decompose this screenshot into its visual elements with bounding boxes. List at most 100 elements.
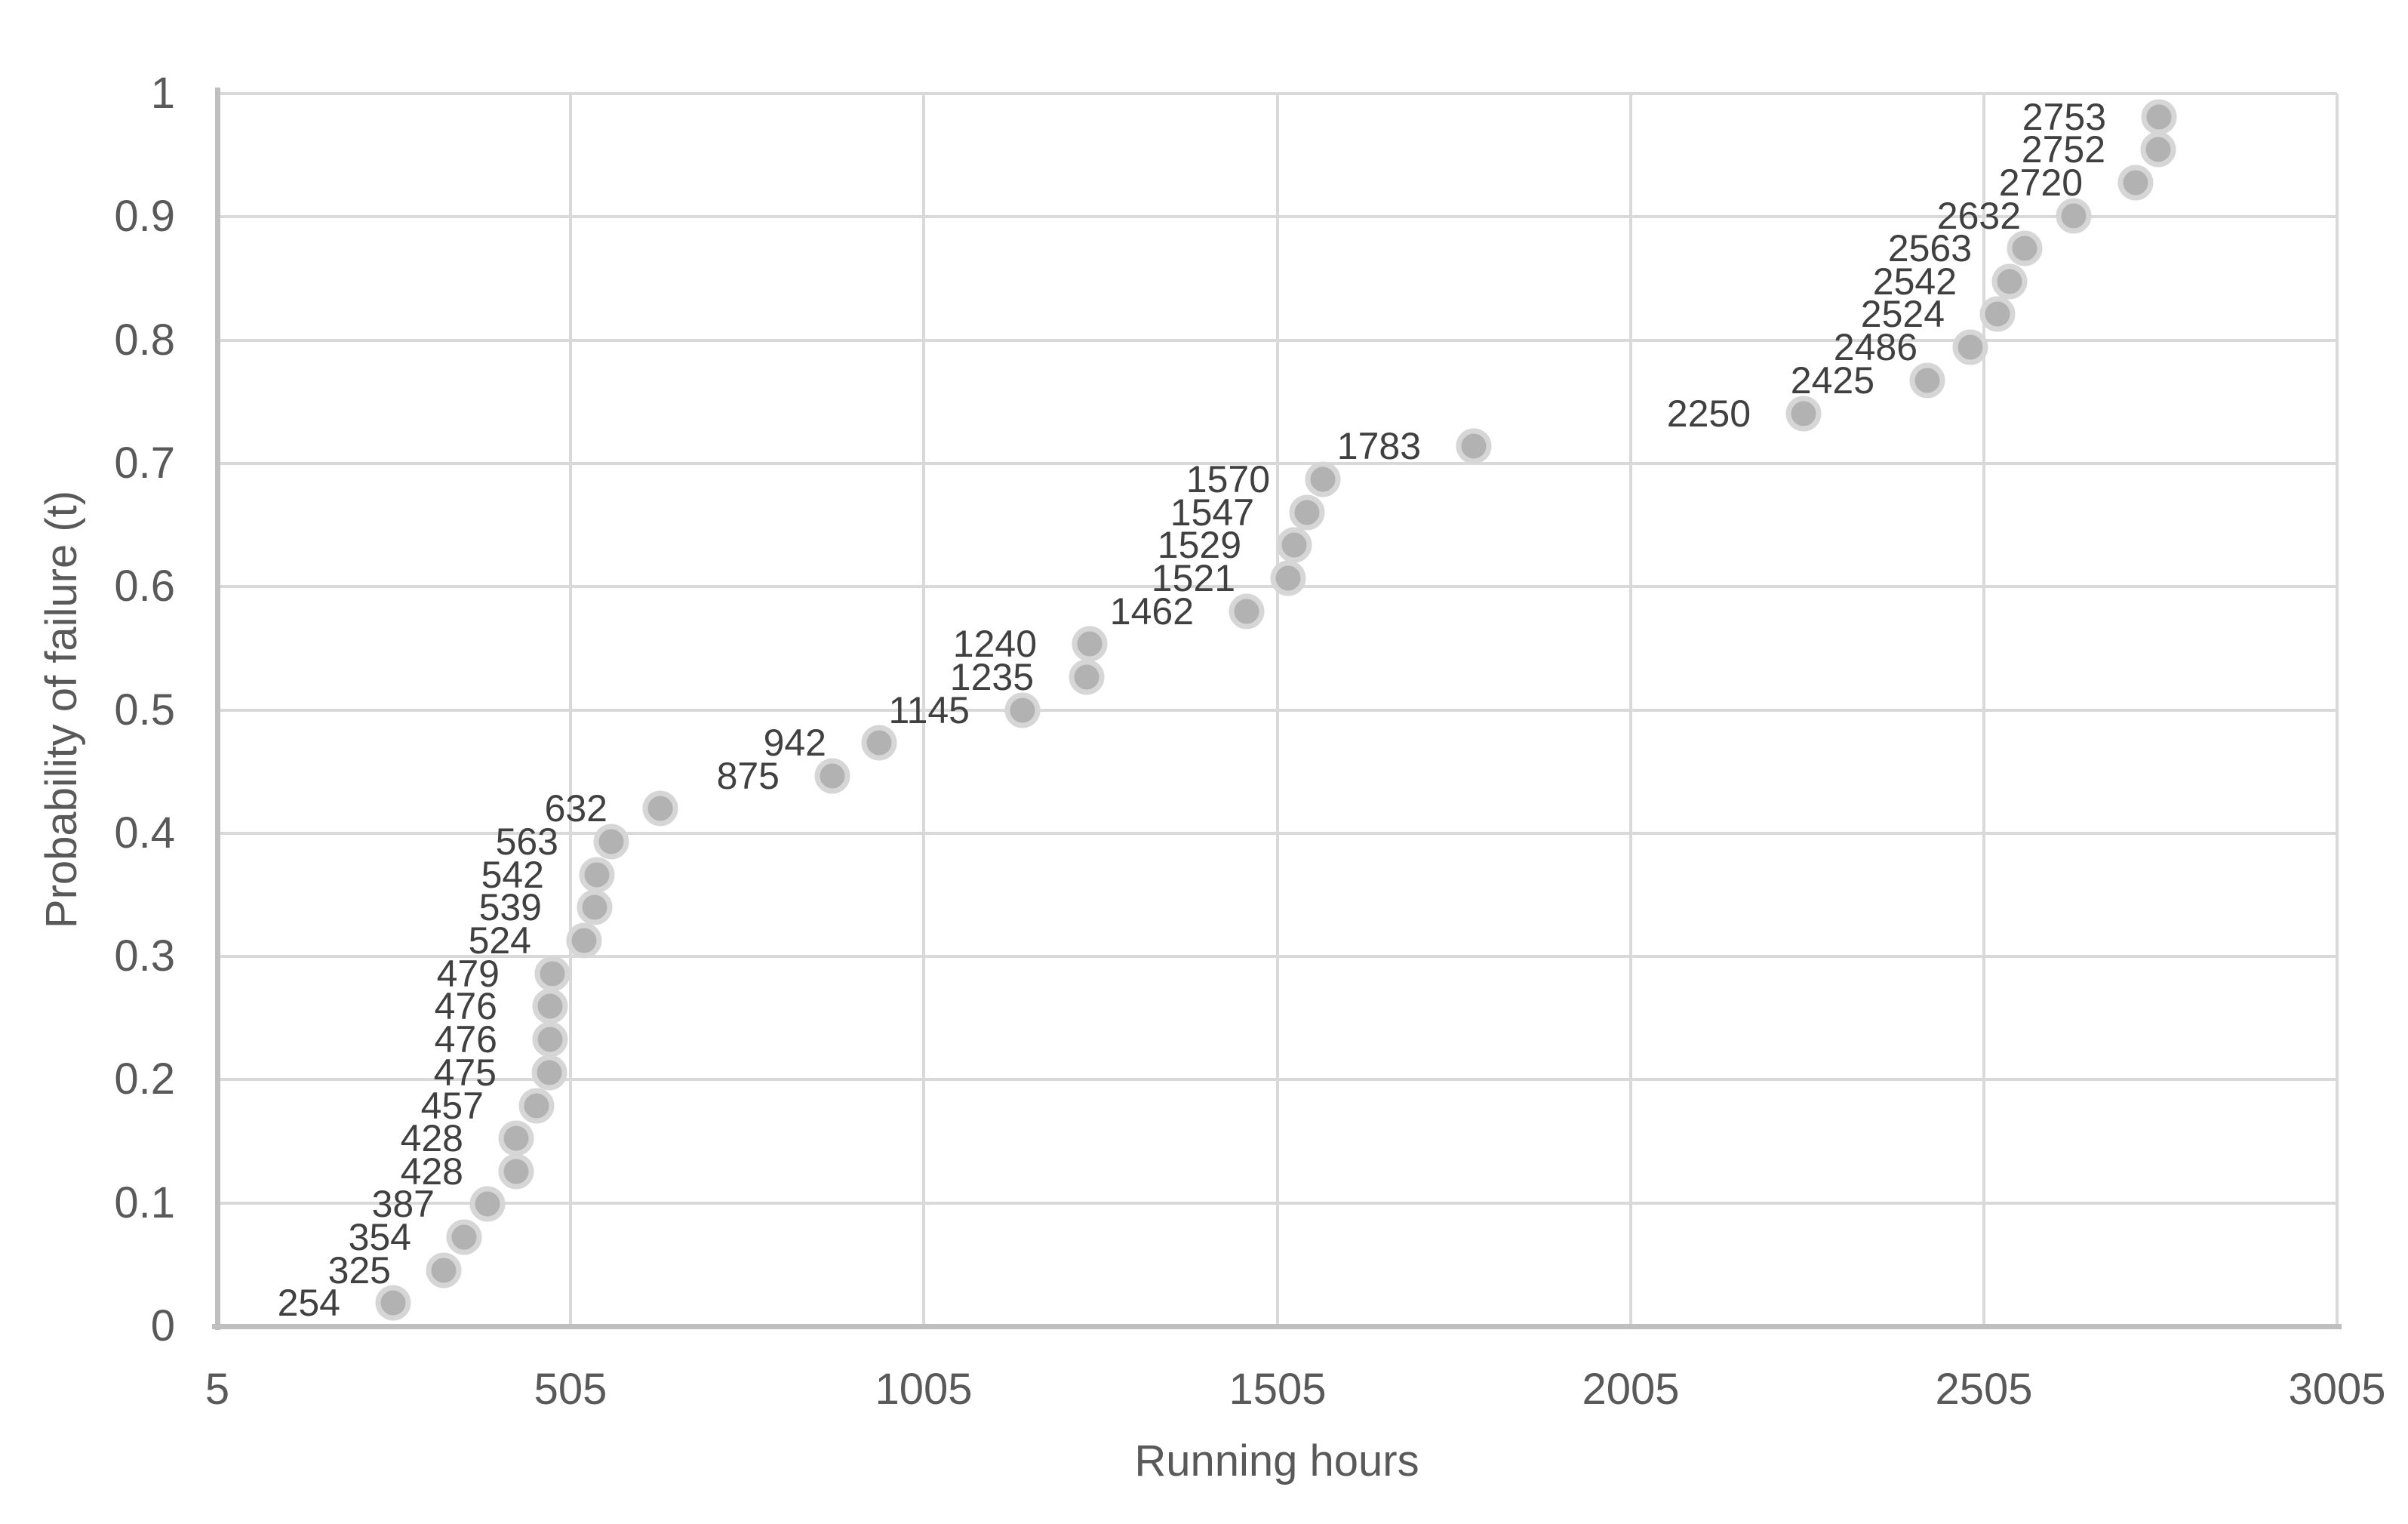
data-point-marker	[532, 1021, 568, 1058]
data-point-marker	[1004, 692, 1041, 728]
data-point-label: 2720	[1998, 162, 2083, 204]
y-tick-label: 0.7	[114, 439, 175, 488]
horizontal-gridline	[217, 832, 2337, 835]
data-point-marker	[2056, 198, 2092, 234]
horizontal-gridline	[217, 462, 2337, 465]
vertical-gridline	[2336, 94, 2339, 1326]
y-tick-label: 0.1	[114, 1178, 175, 1227]
horizontal-gridline	[217, 339, 2337, 342]
horizontal-gridline	[217, 1078, 2337, 1081]
x-tick-label: 3005	[2288, 1365, 2386, 1414]
data-point-label: 2524	[1860, 293, 1945, 335]
data-point-marker	[375, 1285, 411, 1321]
data-point-marker	[1979, 296, 2016, 332]
y-axis-title: Probability of failure (t)	[37, 490, 86, 929]
x-tick-label: 2505	[1935, 1365, 2033, 1414]
y-tick-label: 0.4	[114, 808, 175, 857]
data-point-label: 476	[434, 985, 497, 1027]
data-point-marker	[579, 857, 615, 893]
data-point-marker	[532, 988, 568, 1024]
data-point-label: 428	[400, 1150, 463, 1193]
data-point-label: 2752	[2021, 128, 2105, 171]
data-point-label: 428	[400, 1117, 463, 1159]
data-point-marker	[1785, 396, 1822, 432]
x-axis-title: Running hours	[1134, 1436, 1419, 1486]
data-point-marker	[1276, 527, 1312, 563]
data-point-marker	[1289, 494, 1325, 531]
y-tick-label: 0.6	[114, 562, 175, 611]
data-point-marker	[577, 889, 613, 925]
data-point-label: 2542	[1872, 260, 1957, 303]
y-tick-label: 0.3	[114, 931, 175, 981]
data-point-marker	[593, 824, 629, 860]
data-point-label: 2632	[1936, 195, 2021, 237]
x-tick-label: 5	[205, 1365, 230, 1414]
data-point-label: 2486	[1833, 326, 1917, 368]
horizontal-gridline	[217, 709, 2337, 712]
data-point-marker	[1952, 329, 1988, 365]
data-point-marker	[1991, 263, 2028, 300]
data-point-label: 1462	[1109, 590, 1194, 633]
horizontal-gridline	[217, 1202, 2337, 1205]
data-point-marker	[1909, 362, 1945, 399]
data-point-marker	[531, 1054, 567, 1091]
data-point-label: 539	[478, 886, 542, 928]
y-axis-line	[215, 88, 220, 1330]
data-point-label: 1145	[888, 689, 970, 731]
horizontal-gridline	[217, 92, 2337, 95]
data-point-label: 1235	[949, 656, 1034, 698]
data-point-label: 476	[434, 1018, 497, 1061]
data-point-marker	[426, 1252, 462, 1288]
y-tick-label: 0	[150, 1301, 175, 1350]
data-point-label: 1570	[1186, 458, 1270, 500]
data-point-label: 254	[277, 1282, 340, 1324]
y-tick-label: 0.5	[114, 685, 175, 734]
data-point-marker	[446, 1219, 482, 1255]
data-point-marker	[1456, 428, 1492, 464]
data-point-marker	[1069, 659, 1105, 695]
data-point-label: 325	[328, 1249, 391, 1292]
data-point-marker	[2140, 131, 2176, 168]
horizontal-gridline	[217, 955, 2337, 958]
data-point-marker	[566, 922, 602, 959]
data-point-label: 2425	[1790, 359, 1874, 402]
data-point-label: 475	[433, 1051, 497, 1094]
data-point-label: 1783	[1336, 425, 1421, 467]
data-point-marker	[1305, 461, 1341, 497]
data-point-marker	[469, 1186, 506, 1222]
data-point-marker	[2141, 99, 2177, 135]
y-tick-label: 1	[150, 69, 175, 118]
data-point-label: 875	[716, 755, 780, 797]
data-point-marker	[2007, 230, 2043, 266]
data-point-label: 354	[348, 1216, 411, 1258]
data-point-label: 1521	[1151, 557, 1235, 599]
data-point-label: 2250	[1666, 393, 1751, 435]
y-tick-label: 0.2	[114, 1054, 175, 1104]
data-point-label: 542	[481, 854, 544, 896]
y-tick-label: 0.9	[114, 192, 175, 241]
data-point-label: 1240	[952, 623, 1037, 665]
data-point-label: 387	[371, 1183, 435, 1225]
data-point-label: 479	[436, 953, 500, 995]
x-axis-line	[212, 1324, 2342, 1329]
data-point-label: 2753	[2022, 96, 2106, 138]
data-point-marker	[498, 1153, 534, 1190]
data-point-label: 632	[544, 787, 607, 830]
x-tick-label: 505	[534, 1365, 607, 1414]
data-point-marker	[518, 1088, 555, 1124]
data-point-marker	[1072, 626, 1108, 662]
x-tick-label: 1505	[1229, 1365, 1327, 1414]
data-point-label: 1547	[1170, 491, 1254, 534]
data-point-marker	[814, 758, 850, 794]
data-point-label: 524	[468, 919, 531, 962]
y-tick-label: 0.8	[114, 316, 175, 365]
data-point-label: 1529	[1157, 524, 1241, 566]
data-point-label: 942	[763, 722, 826, 764]
data-point-marker	[2117, 165, 2154, 201]
data-point-marker	[1229, 593, 1265, 630]
horizontal-gridline	[217, 215, 2337, 218]
x-tick-label: 1005	[875, 1365, 973, 1414]
data-point-marker	[1270, 560, 1306, 596]
data-point-label: 2563	[1887, 227, 1972, 269]
